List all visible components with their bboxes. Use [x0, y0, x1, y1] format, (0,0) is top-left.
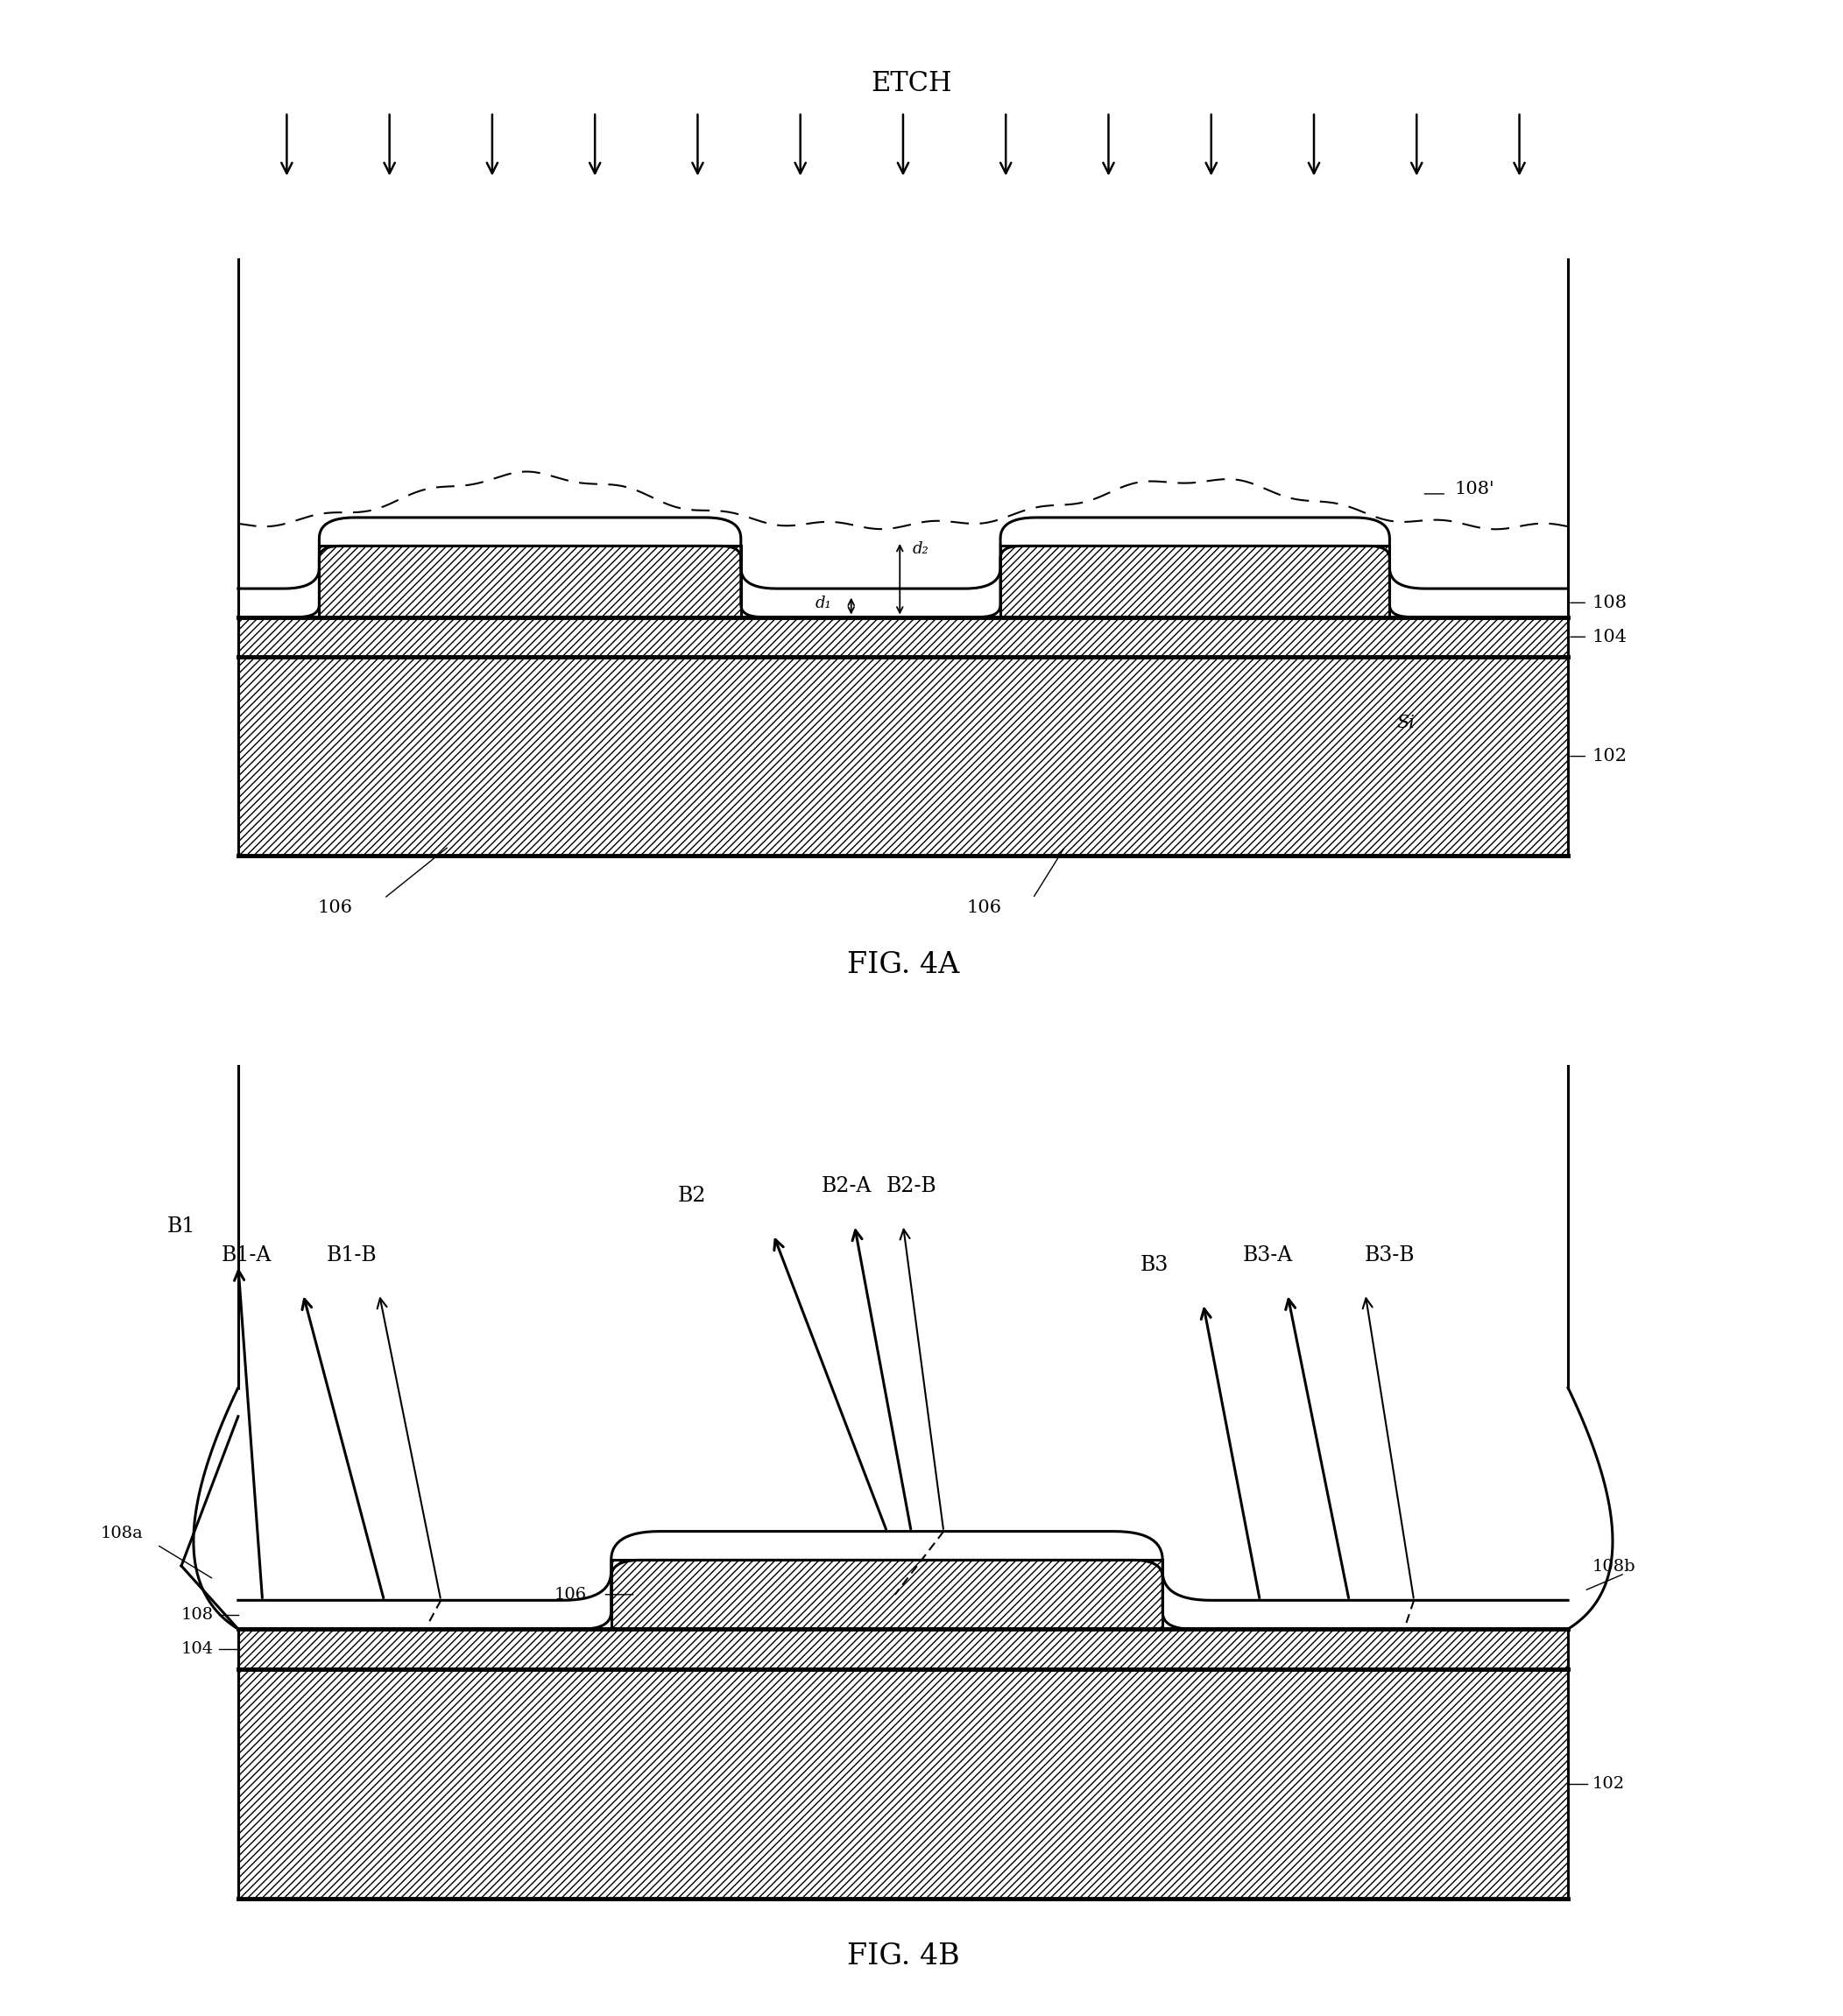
Bar — [612, 1560, 1163, 1629]
Text: 106: 106 — [317, 899, 354, 915]
Text: ETCH: ETCH — [870, 71, 951, 97]
Text: 108b: 108b — [1592, 1558, 1637, 1574]
Text: 106: 106 — [966, 899, 1003, 915]
Text: 102: 102 — [1592, 748, 1627, 764]
Text: FIG. 4B: FIG. 4B — [846, 1943, 960, 1970]
Text: 108': 108' — [1454, 480, 1495, 498]
Text: B3-A: B3-A — [1242, 1246, 1294, 1266]
Text: 108: 108 — [181, 1607, 214, 1623]
Text: FIG. 4A: FIG. 4A — [846, 952, 960, 980]
Text: d₂: d₂ — [912, 540, 929, 556]
Text: 108: 108 — [1592, 595, 1627, 611]
Bar — [238, 657, 1568, 857]
Text: 104: 104 — [181, 1641, 214, 1657]
Text: B2: B2 — [678, 1185, 706, 1206]
Text: 102: 102 — [1592, 1776, 1626, 1792]
Bar — [238, 1669, 1568, 1899]
Bar — [319, 546, 741, 617]
Text: B3: B3 — [1141, 1254, 1168, 1274]
Text: B1-B: B1-B — [326, 1246, 378, 1266]
Text: 108a: 108a — [100, 1526, 144, 1540]
Text: B1-A: B1-A — [221, 1246, 271, 1266]
Bar — [238, 1629, 1568, 1669]
Text: Si: Si — [1397, 716, 1415, 732]
Text: B3-B: B3-B — [1364, 1246, 1415, 1266]
Text: 104: 104 — [1592, 629, 1627, 645]
Text: B2-B: B2-B — [886, 1175, 936, 1195]
Text: B1: B1 — [168, 1216, 195, 1236]
Text: B2-A: B2-A — [822, 1175, 872, 1195]
Bar — [238, 617, 1568, 657]
Text: d₁: d₁ — [815, 597, 831, 611]
Text: 106: 106 — [555, 1587, 586, 1603]
Bar — [1001, 546, 1390, 617]
